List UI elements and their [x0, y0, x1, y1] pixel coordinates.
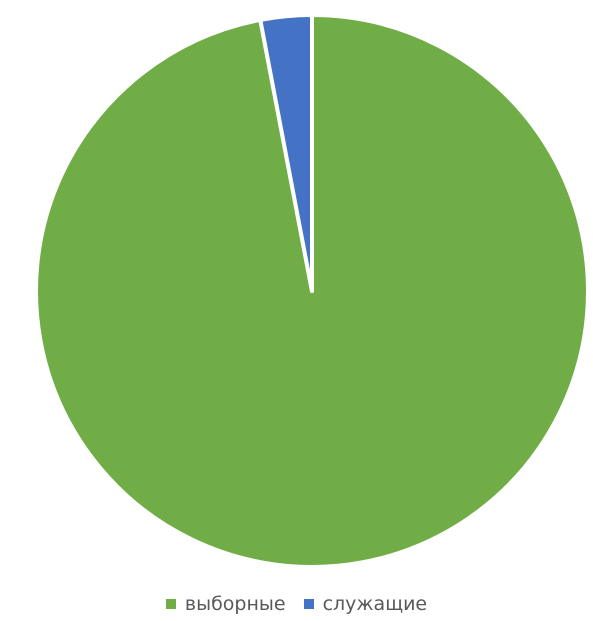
pie-slice-sluzhashchie: [258, 13, 314, 293]
legend-label-vybornye: выборные: [184, 592, 286, 615]
legend-swatch-sluzhashchie: [303, 599, 314, 609]
legend-label-sluzhashchie: служащие: [322, 592, 428, 615]
pie-chart: [34, 13, 590, 569]
chart-legend: выборные служащие: [0, 590, 593, 618]
legend-swatch-vybornye: [165, 599, 176, 609]
legend-item-vybornye: выборные: [165, 592, 286, 615]
legend-item-sluzhashchie: служащие: [303, 592, 428, 615]
